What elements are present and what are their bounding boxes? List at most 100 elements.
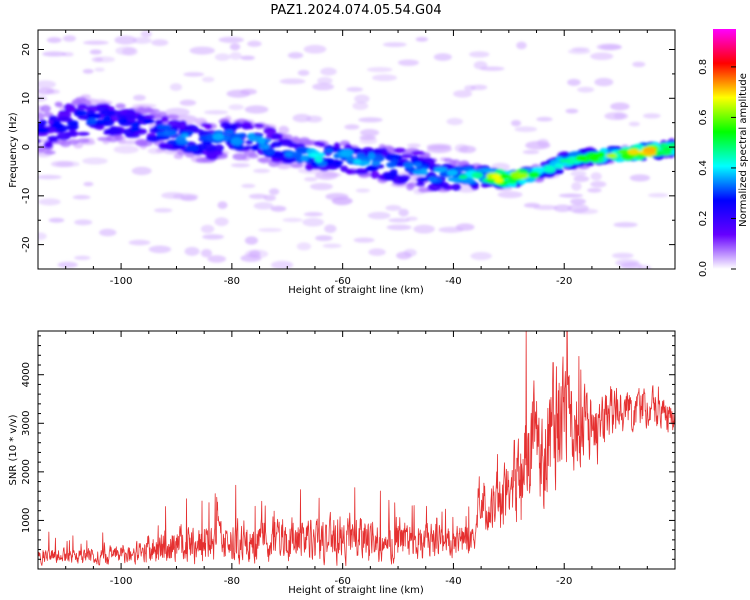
heatmap-cell [82,68,94,74]
heatmap-cell [195,157,209,164]
heatmap-cell [352,101,369,111]
heatmap-cell [270,205,287,212]
heatmap-cell [304,177,318,182]
heatmap-cell [516,41,527,50]
y-tick-label: 2000 [21,459,32,484]
heatmap-cell [570,198,586,205]
heatmap-cell [76,109,87,117]
heatmap-cell [263,127,277,135]
heatmap-cell [183,72,205,77]
heatmap-cell [142,118,155,125]
heatmap-cell [232,144,246,151]
heatmap-cell [99,228,117,237]
snr-y-label: SNR (10 * v/v) [8,414,19,485]
heatmap-cell [244,105,269,114]
colorbar-gradient [713,29,736,269]
heatmap-cell [218,36,244,43]
heatmap-cell [398,208,409,217]
spectrogram-y-label: Frequency (Hz) [8,112,19,188]
heatmap-cell [403,248,417,257]
heatmap-cell [97,119,105,124]
heatmap-cell [247,132,256,140]
heatmap-cell [38,119,48,127]
y-tick-label: -10 [21,188,32,204]
heatmap-cell [354,94,370,104]
heatmap-cell [528,171,540,179]
heatmap-cell [230,137,244,146]
heatmap-cell [302,217,324,227]
heatmap-cell [131,166,152,176]
heatmap-cell [575,154,588,162]
heatmap-cell [230,163,251,168]
heatmap-cell [565,157,576,165]
heatmap-cell [303,212,323,217]
heatmap-cell [48,115,58,121]
spectrogram-frame [37,29,676,270]
heatmap-cell [558,193,584,198]
heatmap-cell [470,252,492,261]
heatmap-cell [287,142,298,148]
heatmap-cell [570,170,587,177]
heatmap-cell [139,140,153,147]
colorbar: 0.0 0.2 0.4 0.6 0.8 Normalized spectral ampl… [698,29,749,277]
heatmap-cell [154,208,173,213]
heatmap-cell [353,159,362,164]
heatmap-cell [282,217,303,223]
heatmap-cell [629,174,651,182]
heatmap-cell [366,67,393,73]
heatmap-cell [259,143,270,150]
heatmap-cell [407,143,421,148]
heatmap-cell [271,133,280,140]
heatmap-cell [58,109,71,115]
heatmap-cell [522,150,540,155]
heatmap-cell [324,224,337,233]
heatmap-cell [345,168,355,175]
heatmap-cell [469,51,490,58]
snr-frame [37,330,676,570]
heatmap-cell [386,161,397,168]
heatmap-cell [290,163,304,169]
heatmap-cell [136,114,145,122]
heatmap-cell [536,116,553,122]
y-tick-label: 10 [21,92,32,105]
heatmap-cell [86,113,102,119]
heatmap-cell [453,90,473,98]
heatmap-cell [169,83,183,91]
x-tick-label: -40 [445,276,461,287]
heatmap-cell [46,37,62,43]
heatmap-cell [189,46,215,55]
heatmap-cell [43,150,56,155]
y-tick-label: 1000 [21,508,32,533]
heatmap-cell [278,125,290,135]
heatmap-cell [498,173,510,180]
heatmap-cell [214,53,231,61]
heatmap-cell [38,138,41,144]
heatmap-cell [131,122,140,129]
heatmap-cell [128,239,151,246]
heatmap-cell [164,150,181,155]
heatmap-cell [359,135,376,141]
heatmap-cell [271,260,294,269]
heatmap-cell [638,264,652,269]
heatmap-cell [351,147,362,153]
heatmap-cell [523,202,541,208]
heatmap-cell [62,35,76,42]
heatmap-cell [107,127,123,134]
heatmap-cell [241,124,251,130]
spectrogram-heatmap [38,30,675,269]
spectrogram-panel: -100 -80 -60 -40 -20 20 10 0 -10 -20 Height of st… [8,29,676,296]
heatmap-cell [314,155,323,163]
heatmap-cell [43,140,53,149]
heatmap-cell [114,35,137,45]
y-tick-label: 3000 [21,411,32,436]
heatmap-cell [543,165,556,174]
heatmap-cell [89,49,102,55]
heatmap-cell [517,179,527,185]
heatmap-cell [197,143,207,152]
heatmap-cell [117,118,129,124]
heatmap-cell [113,145,139,154]
colorbar-label: Normalized spectral amplitude [738,73,749,227]
heatmap-cell [553,204,572,213]
heatmap-cell [38,80,56,89]
heatmap-cell [244,249,269,259]
